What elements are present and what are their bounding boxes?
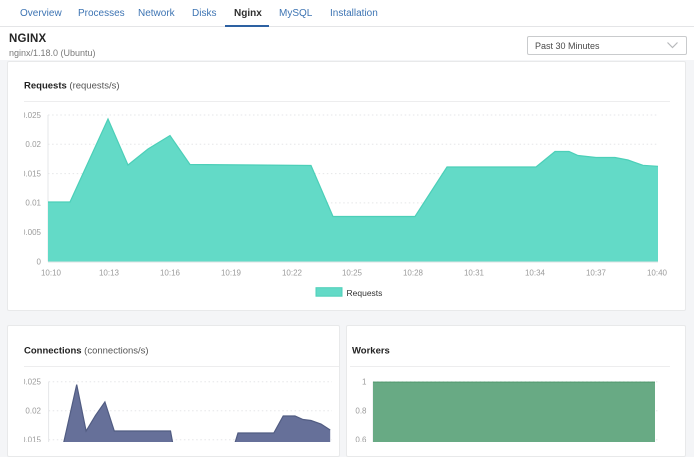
svg-text:10:37: 10:37 — [586, 269, 607, 278]
svg-text:10:16: 10:16 — [160, 269, 181, 278]
svg-text:10:19: 10:19 — [221, 269, 242, 278]
svg-text:0.01: 0.01 — [25, 199, 41, 208]
svg-text:10:31: 10:31 — [464, 269, 485, 278]
svg-text:Requests (requests/s): Requests (requests/s) — [24, 81, 120, 92]
svg-text:10:40: 10:40 — [647, 269, 668, 278]
svg-text:10:25: 10:25 — [342, 269, 363, 278]
svg-text:Requests: Requests — [347, 288, 383, 298]
svg-text:0.015: 0.015 — [21, 436, 42, 443]
svg-text:0.8: 0.8 — [355, 407, 367, 416]
svg-text:0.6: 0.6 — [355, 436, 367, 443]
svg-text:0.015: 0.015 — [21, 169, 42, 178]
svg-text:0.02: 0.02 — [25, 407, 41, 416]
svg-text:Connections (connections/s): Connections (connections/s) — [24, 346, 149, 357]
svg-text:10:10: 10:10 — [41, 269, 62, 278]
svg-text:0.025: 0.025 — [21, 378, 42, 387]
svg-text:0.005: 0.005 — [21, 228, 42, 237]
svg-text:1: 1 — [362, 378, 367, 387]
svg-text:10:34: 10:34 — [525, 269, 546, 278]
svg-text:0.025: 0.025 — [21, 111, 42, 120]
svg-text:10:28: 10:28 — [403, 269, 424, 278]
svg-text:0: 0 — [37, 257, 42, 266]
svg-text:Workers: Workers — [352, 346, 390, 357]
svg-text:10:13: 10:13 — [99, 269, 120, 278]
svg-text:0.02: 0.02 — [25, 140, 41, 149]
svg-text:10:22: 10:22 — [282, 269, 303, 278]
